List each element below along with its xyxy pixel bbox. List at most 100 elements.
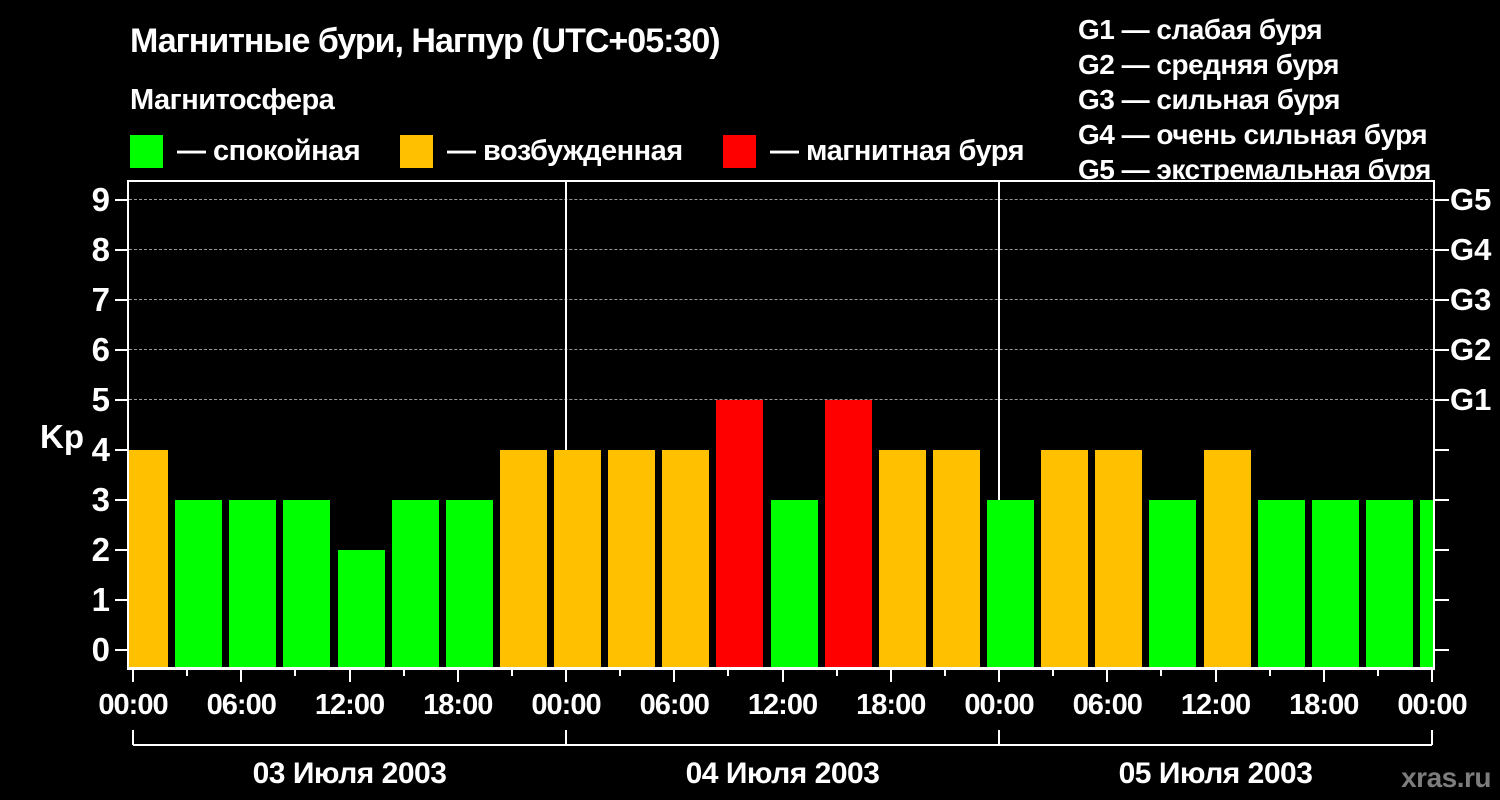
kp-bar xyxy=(1149,499,1197,667)
kp-bar xyxy=(1365,499,1413,667)
y-tick-label: 1 xyxy=(91,580,110,618)
g-legend-line: G1 — слабая буря xyxy=(1078,14,1323,45)
gridline xyxy=(129,399,1433,400)
legend-label: — магнитная буря xyxy=(770,135,1025,167)
y-tick xyxy=(115,348,129,351)
y-tick-label: 8 xyxy=(91,230,110,268)
x-tick xyxy=(998,670,1000,682)
kp-bar xyxy=(175,499,223,667)
g-scale-legend: G1 — слабая буря G2 — средняя буря G3 — … xyxy=(1078,12,1431,187)
right-tick xyxy=(1435,248,1449,251)
hour-label: 12:00 xyxy=(747,689,818,721)
kp-bar xyxy=(878,449,926,667)
y-axis-title: Kp xyxy=(40,418,84,455)
day-separator xyxy=(565,182,567,667)
x-tick xyxy=(186,670,189,676)
x-tick xyxy=(1052,670,1055,676)
hour-label: 00:00 xyxy=(964,689,1034,721)
x-tick xyxy=(240,670,243,682)
kp-bar xyxy=(499,449,547,667)
kp-bar xyxy=(716,399,764,667)
plot-area xyxy=(127,180,1435,670)
page-title: Магнитные бури, Нагпур (UTC+05:30) xyxy=(130,22,721,60)
x-tick xyxy=(1431,670,1433,682)
x-tick xyxy=(727,670,730,676)
x-tick xyxy=(781,670,784,682)
y-tick xyxy=(115,598,129,601)
hour-label: 18:00 xyxy=(423,689,493,721)
x-tick xyxy=(1268,670,1271,676)
y-tick-label: 9 xyxy=(91,180,110,218)
g-legend-line: G3 — сильная буря xyxy=(1078,84,1340,115)
g-axis-label: G3 xyxy=(1450,281,1492,317)
g-axis-label: G2 xyxy=(1450,331,1492,367)
g-axis-label: G5 xyxy=(1450,181,1492,217)
kp-bar xyxy=(129,449,168,667)
kp-bar xyxy=(662,449,710,667)
legend-item-quiet: — спокойная xyxy=(130,135,361,168)
gridline xyxy=(129,199,1433,200)
y-tick xyxy=(115,548,129,551)
y-tick-label: 6 xyxy=(91,330,110,368)
date-label: 04 Июля 2003 xyxy=(685,757,880,790)
legend-label: — спокойная xyxy=(177,135,361,167)
kp-bar xyxy=(608,449,656,667)
x-tick xyxy=(673,670,676,682)
legend-label: — возбужденная xyxy=(447,135,683,167)
kp-bar xyxy=(391,499,439,667)
y-tick-label: 2 xyxy=(91,530,110,568)
x-tick xyxy=(132,670,134,682)
kp-bar xyxy=(824,399,872,667)
magnetosphere-label: Магнитосфера xyxy=(130,84,335,116)
date-bracket-tick xyxy=(132,730,134,745)
y-tick xyxy=(115,198,129,201)
hour-label: 06:00 xyxy=(206,689,277,721)
kp-bar xyxy=(554,449,601,667)
y-tick xyxy=(115,248,129,251)
right-tick xyxy=(1435,348,1449,351)
x-tick xyxy=(565,670,567,682)
x-tick xyxy=(348,670,351,682)
x-tick xyxy=(835,670,838,676)
kp-bar xyxy=(1095,449,1143,667)
kp-bar xyxy=(1257,499,1305,667)
y-tick-label: 3 xyxy=(91,480,110,518)
x-tick xyxy=(619,670,622,676)
right-tick xyxy=(1435,548,1449,551)
date-bracket-tick xyxy=(998,730,1000,745)
g-legend-line: G5 — экстремальная буря xyxy=(1078,154,1431,185)
date-bracket-tick xyxy=(1431,730,1433,745)
x-tick xyxy=(1106,670,1109,682)
right-tick xyxy=(1435,298,1449,301)
right-tick xyxy=(1435,648,1449,651)
x-tick xyxy=(1376,670,1379,676)
hour-label: 18:00 xyxy=(856,689,926,721)
legend-item-storm: — магнитная буря xyxy=(723,135,1025,168)
quiet-color-icon xyxy=(130,135,163,168)
x-tick xyxy=(1322,670,1325,682)
right-tick xyxy=(1435,198,1449,201)
hour-label: 12:00 xyxy=(1180,689,1251,721)
date-label: 05 Июля 2003 xyxy=(1118,757,1313,790)
kp-bar xyxy=(1041,449,1089,667)
kp-bar xyxy=(932,449,980,667)
right-tick xyxy=(1435,598,1449,601)
y-tick xyxy=(115,648,129,651)
y-tick xyxy=(115,398,129,401)
right-tick xyxy=(1435,398,1449,401)
gridline xyxy=(129,249,1433,250)
date-bracket xyxy=(133,744,1432,746)
kp-bar xyxy=(1203,449,1251,667)
right-tick xyxy=(1435,498,1449,501)
gridline xyxy=(129,299,1433,300)
g-axis-label: G1 xyxy=(1450,381,1492,417)
y-tick xyxy=(115,448,129,451)
hour-label: 12:00 xyxy=(314,689,385,721)
x-tick xyxy=(294,670,297,676)
x-tick xyxy=(889,670,892,682)
g-axis-label: G4 xyxy=(1450,231,1492,267)
hour-label: 06:00 xyxy=(1072,689,1143,721)
x-tick xyxy=(510,670,513,676)
legend-item-excited: — возбужденная xyxy=(400,135,683,168)
y-tick-label: 5 xyxy=(91,380,110,418)
